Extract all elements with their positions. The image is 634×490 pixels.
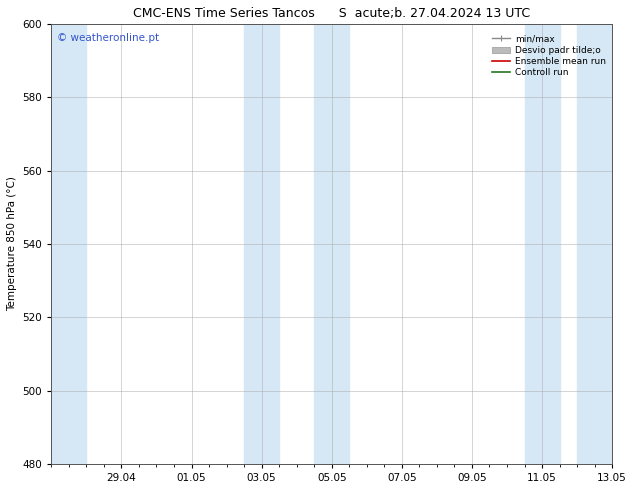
Bar <box>524 24 560 464</box>
Bar <box>244 24 279 464</box>
Y-axis label: Temperature 850 hPa (°C): Temperature 850 hPa (°C) <box>7 176 17 312</box>
Legend: min/max, Desvio padr tilde;o, Ensemble mean run, Controll run: min/max, Desvio padr tilde;o, Ensemble m… <box>491 33 607 79</box>
Bar <box>314 24 349 464</box>
Text: © weatheronline.pt: © weatheronline.pt <box>57 33 159 43</box>
Bar <box>577 24 612 464</box>
Bar <box>51 24 86 464</box>
Title: CMC-ENS Time Series Tancos      S  acute;b. 27.04.2024 13 UTC: CMC-ENS Time Series Tancos S acute;b. 27… <box>133 7 530 20</box>
